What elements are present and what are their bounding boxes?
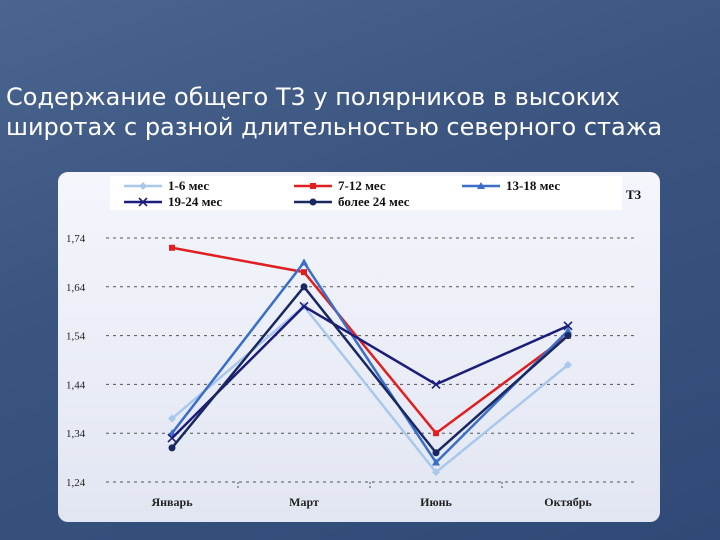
legend-item: 1-6 мес [124, 178, 209, 193]
data-point [167, 433, 177, 443]
data-point-stroke [167, 433, 177, 443]
data-point [168, 444, 176, 452]
series-line [171, 261, 569, 464]
chart-panel: 1-6 мес 7-12 мес 13-18 мес 19-24 мес более 2… [58, 172, 660, 522]
series-line [171, 246, 569, 435]
data-point-stroke [138, 197, 148, 207]
data-point [564, 332, 572, 340]
data-point [310, 183, 316, 189]
data-point-stroke [299, 301, 309, 311]
data-point [168, 414, 176, 423]
series-более-24-мес [168, 283, 572, 457]
data-point [431, 379, 441, 389]
series-line [171, 305, 569, 439]
series-19-24-мес [167, 301, 573, 443]
legend-label: 19-24 мес [168, 194, 222, 209]
series-line [171, 285, 569, 454]
y-tick-label: 1,24 [66, 477, 86, 489]
series-1-6-мес [168, 302, 572, 477]
series-line [171, 305, 569, 474]
data-point [564, 326, 572, 334]
legend-item: 7-12 мес [294, 178, 386, 193]
data-point [138, 197, 148, 207]
data-point [433, 430, 439, 437]
data-point [301, 269, 307, 276]
data-point-stroke [431, 379, 441, 389]
legend-item: 13-18 мес [462, 178, 560, 193]
slide-title: Содержание общего Т3 у полярников в высо… [6, 83, 663, 141]
unit-label: Т3 [626, 187, 642, 202]
legend-box [110, 176, 622, 210]
x-tick-label: Март [289, 495, 319, 509]
data-point [563, 321, 573, 331]
x-tick-label: Январь [151, 495, 193, 509]
x-tick-label: Октябрь [544, 495, 592, 509]
data-point [432, 468, 440, 477]
data-point [564, 360, 572, 369]
y-tick-label: 1,34 [66, 428, 86, 440]
data-point [432, 458, 440, 466]
chart-legend: 1-6 мес 7-12 мес 13-18 мес 19-24 мес более 2… [110, 176, 622, 210]
data-point [300, 283, 308, 291]
series-layer [167, 244, 573, 477]
legend-label: 13-18 мес [506, 178, 560, 193]
data-point [299, 301, 309, 311]
legend-label: более 24 мес [338, 194, 410, 209]
data-point [300, 258, 308, 266]
y-tick-label: 1,44 [66, 379, 86, 391]
grid-layer [106, 237, 634, 488]
data-point [477, 182, 485, 189]
y-tick-label: 1,54 [66, 331, 86, 343]
data-point-stroke [563, 321, 573, 331]
series-7-12-мес [169, 244, 571, 437]
line-chart: 1-6 мес 7-12 мес 13-18 мес 19-24 мес более 2… [66, 176, 642, 509]
y-tick-label: 1,74 [66, 233, 86, 245]
y-tick-label: 1,64 [66, 282, 86, 294]
legend-label: 7-12 мес [338, 178, 386, 193]
axis-layer: 1,24 1,34 1,44 1,54 1,64 1,74 Январь Март Июнь Ок… [66, 233, 592, 509]
data-point [169, 244, 175, 251]
legend-label: 1-6 мес [168, 178, 209, 193]
data-point [432, 449, 440, 457]
x-tick-label: Июнь [420, 495, 452, 509]
data-point [139, 182, 147, 190]
data-point [309, 198, 317, 206]
legend-item: более 24 мес [294, 194, 410, 209]
legend-item: 19-24 мес [124, 194, 222, 209]
series-13-18-мес [168, 258, 572, 466]
